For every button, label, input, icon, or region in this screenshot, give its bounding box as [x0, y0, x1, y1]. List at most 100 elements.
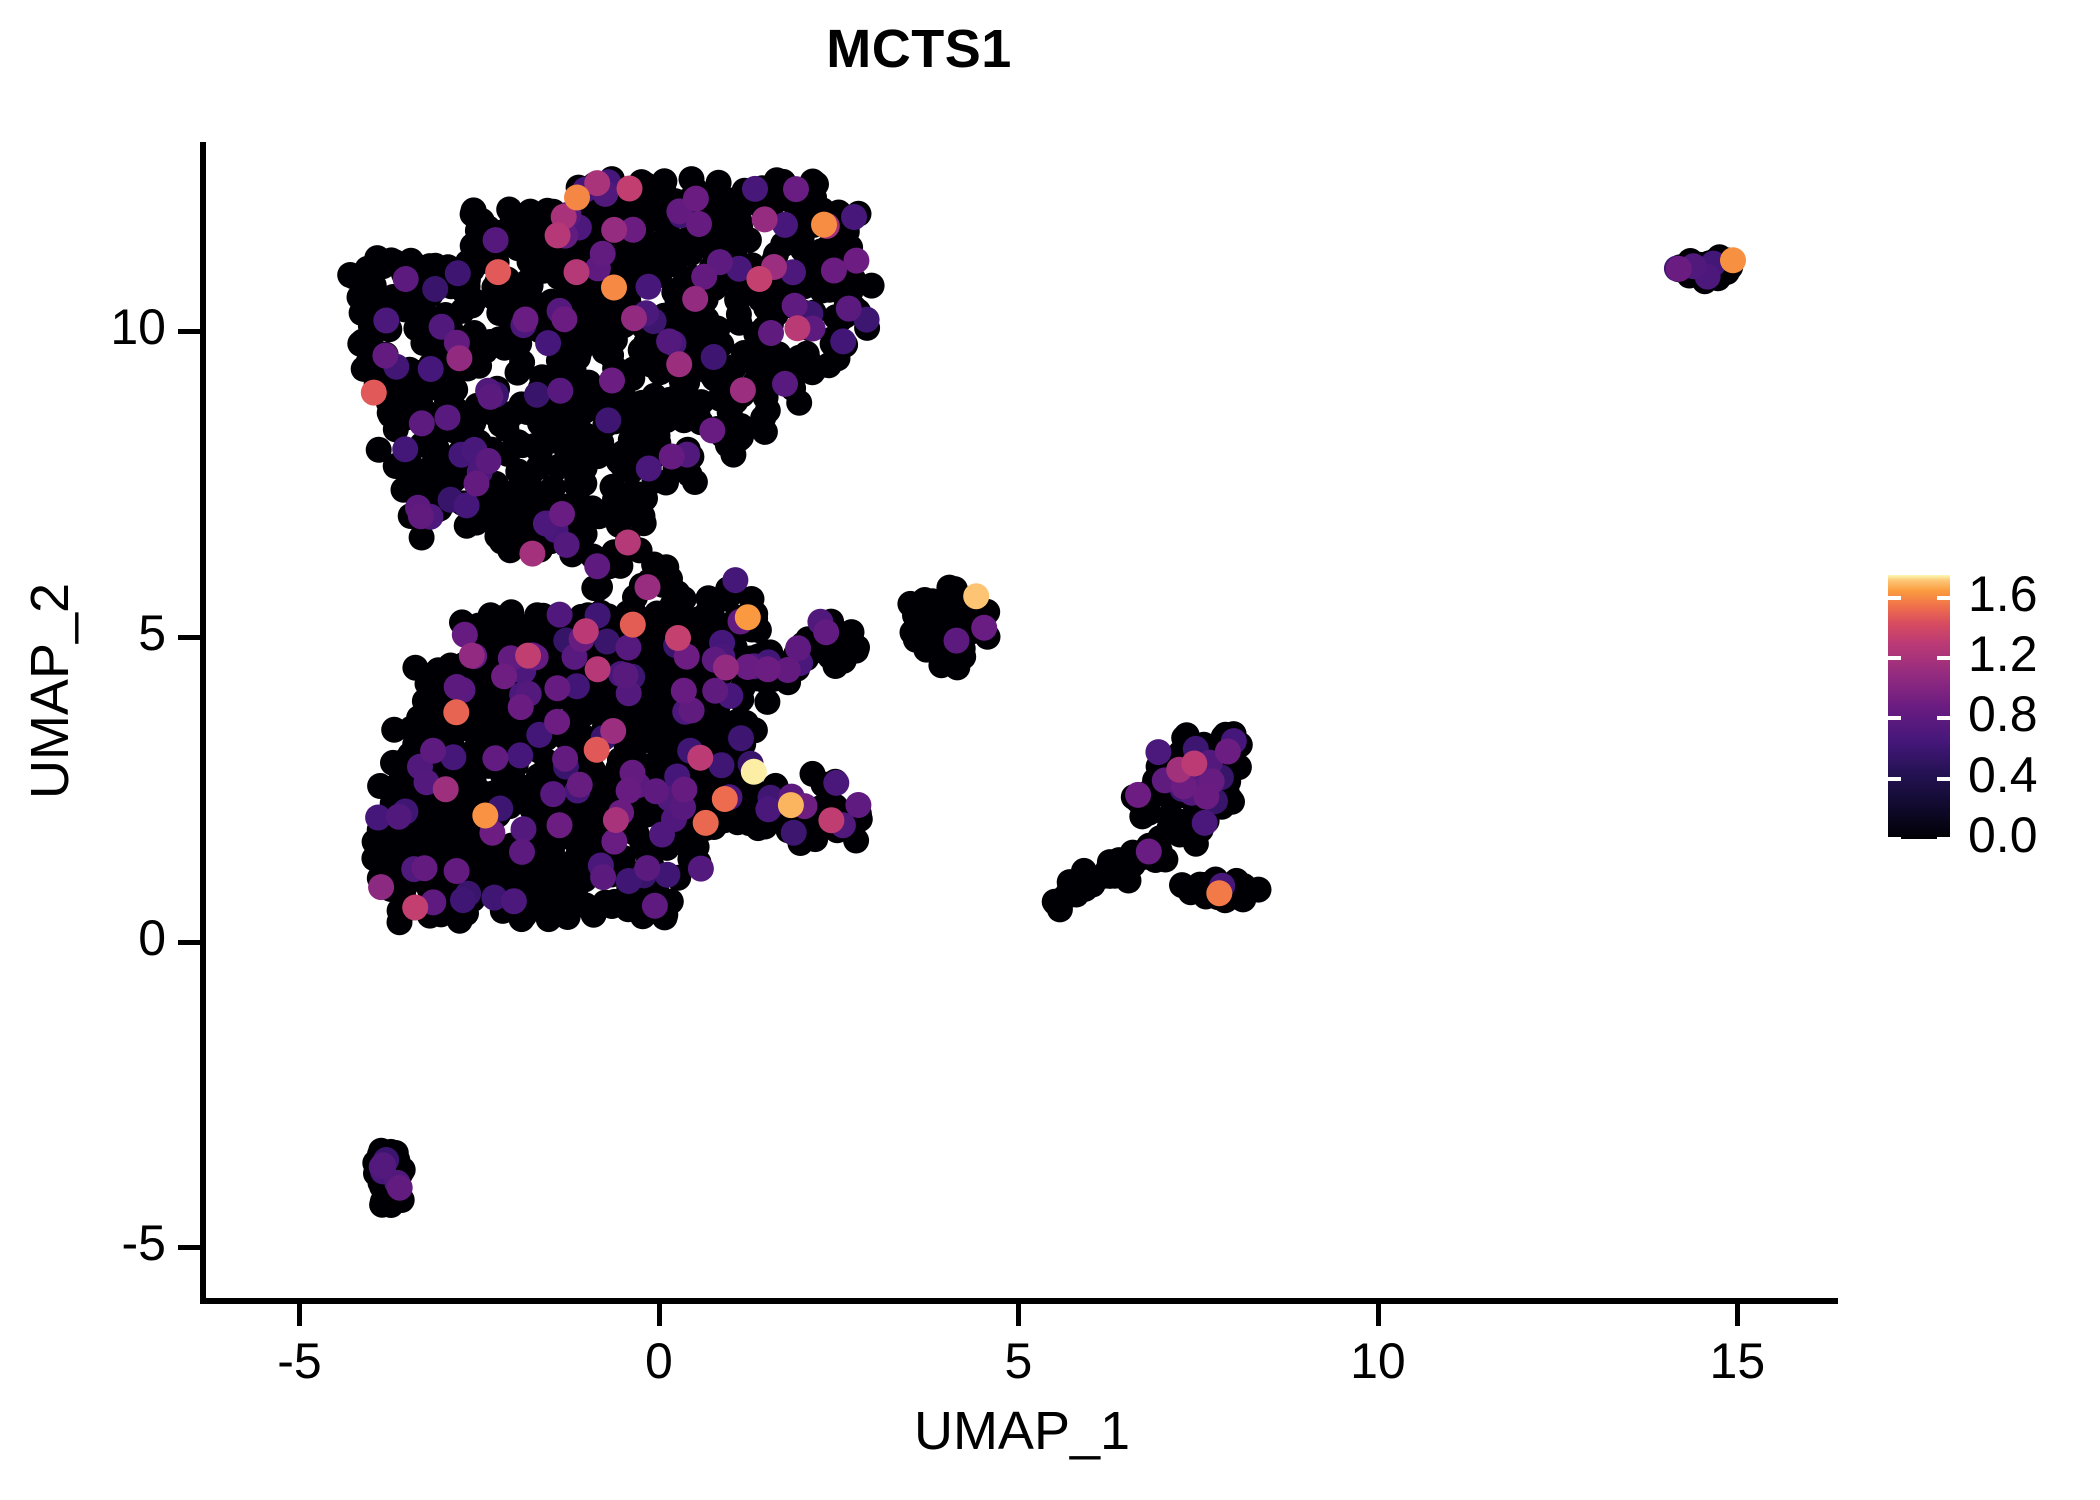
scatter-point: [519, 874, 545, 901]
scatter-point: [781, 292, 808, 319]
scatter-point: [907, 599, 934, 626]
scatter-point: [670, 677, 697, 704]
scatter-point: [835, 295, 862, 322]
scatter-point: [746, 266, 773, 292]
scatter-point: [544, 675, 571, 702]
scatter-point: [740, 758, 767, 785]
scatter-point: [620, 216, 647, 243]
scatter-point: [678, 166, 705, 193]
scatter-point: [525, 763, 552, 790]
scatter-point: [634, 574, 661, 601]
scatter-point: [392, 436, 419, 463]
scatter-point: [711, 786, 738, 812]
scatter-point: [615, 634, 642, 661]
scatter-point: [640, 396, 667, 423]
scatter-point: [615, 868, 642, 894]
y-axis-label: UMAP_2: [20, 582, 80, 800]
scatter-point: [754, 688, 781, 715]
scatter-point: [460, 197, 487, 224]
scatter-point: [794, 345, 821, 372]
scatter-point: [799, 760, 826, 787]
scatter-point: [512, 306, 539, 333]
scatter-point: [642, 181, 669, 208]
scatter-point: [442, 376, 469, 403]
scatter-canvas: [337, 166, 1746, 1218]
scatter-point: [729, 377, 756, 404]
scatter-point: [621, 305, 647, 332]
x-axis-line: [200, 1298, 1838, 1304]
scatter-point: [485, 259, 512, 286]
scatter-point: [475, 448, 502, 474]
scatter-point: [584, 170, 611, 197]
colorbar-tick-label: 0.8: [1968, 686, 2038, 743]
y-tick-label: 0: [138, 909, 166, 966]
scatter-point: [380, 749, 406, 776]
scatter-point: [611, 890, 638, 917]
y-tick-mark: [178, 939, 200, 945]
scatter-point: [440, 744, 467, 771]
scatter-point: [1042, 889, 1069, 916]
x-tick-label: 10: [1350, 1333, 1406, 1389]
scatter-point: [544, 222, 571, 249]
scatter-point: [843, 247, 870, 274]
scatter-point: [552, 745, 579, 772]
scatter-point: [601, 216, 628, 243]
scatter-point: [501, 205, 528, 232]
colorbar-tick-mark: [1937, 595, 1950, 600]
scatter-point: [658, 443, 685, 470]
scatter-point: [477, 602, 504, 629]
scatter-point: [687, 744, 714, 771]
y-tick-mark: [178, 329, 200, 335]
scatter-point: [472, 802, 499, 829]
x-tick-label: -5: [277, 1333, 322, 1389]
scatter-point: [665, 625, 691, 651]
scatter-point: [617, 426, 644, 453]
colorbar-tick-label: 1.2: [1968, 625, 2038, 682]
scatter-point: [627, 337, 654, 364]
colorbar-tick-mark: [1937, 655, 1950, 660]
scatter-point: [368, 874, 395, 901]
scatter-point: [811, 211, 837, 238]
scatter-point: [664, 580, 691, 607]
scatter-point: [722, 567, 749, 594]
scatter-point: [408, 410, 435, 437]
scatter-point: [785, 635, 812, 662]
scatter-point: [641, 892, 668, 919]
colorbar-tick-mark: [1937, 837, 1950, 841]
scatter-point: [678, 697, 705, 724]
scatter-point: [482, 745, 509, 772]
scatter-point: [700, 344, 727, 370]
scatter-point: [784, 315, 811, 342]
scatter-point: [772, 370, 798, 397]
scatter-point: [458, 642, 485, 669]
scatter-point: [584, 291, 611, 318]
scatter-point: [420, 737, 447, 764]
scatter-point: [546, 601, 573, 628]
scatter-point: [734, 604, 761, 631]
scatter-point: [783, 176, 809, 203]
scatter-point: [487, 407, 514, 434]
scatter-point: [535, 855, 562, 882]
scatter-point: [451, 621, 478, 648]
scatter-point: [630, 510, 657, 537]
scatter-point: [786, 389, 813, 416]
scatter-point: [583, 736, 610, 763]
scatter-point: [682, 185, 709, 212]
scatter-point: [724, 287, 751, 314]
scatter-point: [1104, 857, 1131, 883]
y-tick-label: 10: [110, 299, 166, 356]
scatter-point: [635, 455, 662, 482]
scatter-point: [372, 287, 399, 313]
scatter-point: [360, 379, 387, 406]
scatter-point: [535, 330, 562, 357]
scatter-point: [365, 804, 392, 831]
scatter-point: [453, 492, 480, 519]
y-tick-mark: [178, 634, 200, 640]
scatter-point: [685, 606, 712, 633]
scatter-point: [406, 705, 433, 731]
scatter-point: [486, 326, 513, 353]
scatter-point: [590, 864, 617, 891]
scatter-point: [565, 443, 592, 470]
scatter-point: [1665, 255, 1692, 282]
